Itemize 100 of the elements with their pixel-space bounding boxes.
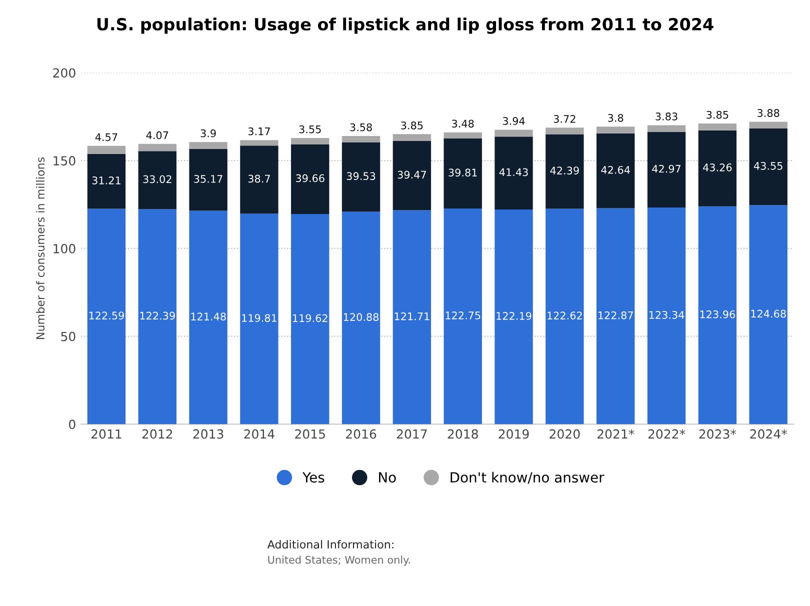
bar [189,210,228,424]
bar [647,125,686,132]
text: United States; Women only. [268,556,410,566]
bar [392,140,432,210]
data-label: 3.9 [200,129,216,138]
data-label: 3.72 [554,115,576,123]
bar [392,134,432,141]
data-label: 33.02 [143,175,172,184]
y-tick-label: 200 [53,68,76,78]
bar [240,140,278,146]
data-label: 43.55 [754,162,782,170]
data-label: 122.62 [548,312,582,320]
x-tick-label: 2013 [193,429,224,439]
bar [444,138,482,208]
bar [240,146,278,214]
data-label: 3.83 [656,112,678,120]
data-label: 39.47 [398,170,426,179]
data-label: 35.17 [194,174,222,183]
bar [494,136,533,210]
data-label: 122.59 [89,312,124,320]
data-label: 121.71 [394,312,430,320]
bar [749,122,788,129]
y-tick-label: 50 [61,332,76,342]
x-tick-label: 2016 [346,429,376,439]
data-label: 3.85 [706,110,728,119]
bar [342,136,380,142]
data-label: 119.62 [293,314,328,322]
bar [494,209,533,424]
bar [342,142,380,212]
legend-label: Yes [302,472,324,483]
legend-label: Don't know/no answer [450,472,604,484]
x-tick-label: 2011 [91,429,122,439]
data-label: 42.97 [652,164,681,173]
bar [749,205,788,424]
bar [596,208,635,424]
bar [596,126,635,134]
data-label: 4.07 [146,131,168,140]
data-label: 122.39 [140,312,175,320]
x-tick-label: 2012 [142,429,172,439]
bar [444,132,482,139]
data-label: 123.96 [700,310,735,318]
data-label: 3.85 [401,122,423,130]
data-label: 3.88 [758,109,780,117]
data-label: 122.19 [496,312,532,320]
bar [546,128,584,134]
x-tick-label: 2022* [648,429,686,439]
data-label: 3.17 [248,127,270,136]
data-label: 39.53 [346,172,376,180]
bar [189,148,228,211]
bar [87,154,126,209]
y-tick-label: 0 [69,420,76,430]
data-label: 120.88 [344,313,379,322]
x-tick-label: 2024* [750,429,787,439]
bar [138,209,176,424]
x-tick-label: 2015 [295,429,325,439]
bar [138,151,176,210]
x-tick-label: 2021* [597,429,634,439]
bar [546,134,584,209]
bar [698,206,737,424]
data-label: 42.39 [550,166,579,174]
x-tick-label: 2017 [396,429,427,439]
data-label: 123.34 [649,310,684,319]
data-label: 3.58 [350,123,372,132]
data-label: 3.8 [608,114,624,122]
bar [291,144,330,214]
bar [138,144,176,152]
bar [342,212,380,424]
data-label: 31.21 [92,176,120,184]
bar [291,138,330,144]
bar [87,208,126,424]
bar [444,208,482,424]
data-label: 122.75 [446,311,480,320]
bar [189,142,228,149]
data-label: 41.43 [499,168,528,176]
y-tick-label: 100 [54,244,76,254]
y-tick-label: 150 [54,156,76,166]
data-label: 3.55 [299,125,321,134]
data-label: 39.81 [448,168,477,177]
bar [596,133,635,208]
data-label: 121.48 [191,312,226,320]
data-label: 39.66 [296,174,324,182]
data-label: 3.48 [452,120,474,128]
x-tick-label: 2018 [448,429,478,439]
data-label: 3.94 [502,117,525,125]
bar [240,214,278,424]
x-tick-label: 2020 [550,429,580,439]
data-label: 4.57 [95,133,118,142]
legend-label: No [379,472,396,483]
bar [698,124,737,130]
data-label: 122.87 [598,311,633,320]
bar [494,130,533,137]
bar [647,132,686,208]
data-label: 119.81 [242,314,276,322]
bar [546,208,584,424]
bar [291,214,330,424]
data-label: 124.68 [751,310,786,318]
chart-title: U.S. population: Usage of lipstick and lip gloss from 2011 to 2024 [97,18,714,34]
bar [647,207,686,424]
x-tick-label: 2023* [699,429,736,439]
data-label: 42.64 [601,166,630,174]
